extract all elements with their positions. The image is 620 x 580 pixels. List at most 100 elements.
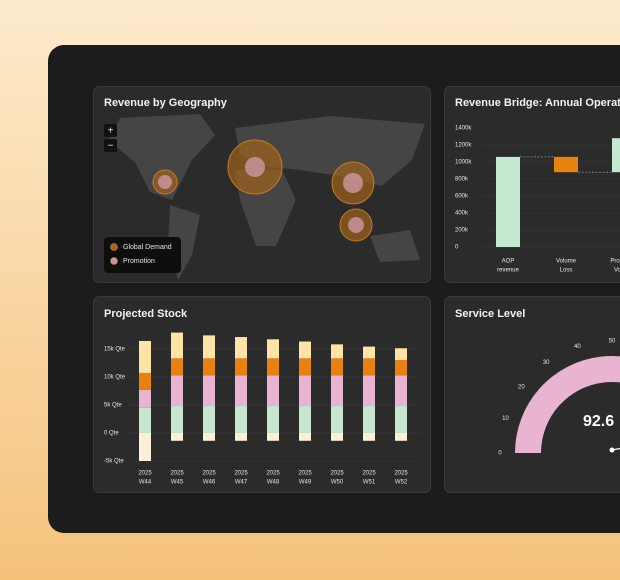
x-tick-label: Volume	[614, 268, 620, 274]
legend-swatch	[110, 243, 118, 251]
panel-title: Revenue by Geography	[104, 97, 228, 109]
legend-label: Global Demand	[123, 244, 172, 251]
bar-segment	[203, 432, 215, 441]
bar-segment	[395, 348, 407, 361]
bar-segment	[267, 339, 279, 359]
legend-label: Promotion	[123, 258, 155, 265]
continent	[370, 230, 420, 262]
x-tick-label: W44	[139, 480, 152, 486]
bar-segment	[235, 375, 247, 407]
x-tick-label: W45	[171, 480, 184, 486]
bar-segment	[267, 375, 279, 407]
y-tick-label: 10k Qte	[104, 374, 126, 380]
bar-segment	[395, 432, 407, 441]
bar-segment	[395, 406, 407, 433]
bar-segment	[267, 432, 279, 441]
bar-segment	[363, 432, 375, 441]
zoom-out-label: −	[108, 141, 114, 152]
continent	[235, 116, 425, 186]
gauge-value-arc	[515, 356, 620, 453]
bar	[554, 156, 578, 173]
bar-segment	[171, 432, 183, 441]
bar-segment	[139, 432, 151, 461]
gauge-pivot	[609, 447, 615, 453]
gauge-tick-label: 10	[502, 416, 509, 422]
bar-segment	[203, 406, 215, 433]
bar-segment	[331, 375, 343, 407]
x-tick-label: W49	[299, 480, 312, 486]
bar-segment	[331, 344, 343, 359]
gauge-tick-label: 50	[609, 339, 616, 345]
zoom-in-button[interactable]	[104, 124, 117, 137]
gauge-value: 92.6	[583, 413, 614, 430]
x-tick-label: Promotion	[610, 259, 620, 265]
panel	[444, 296, 620, 493]
y-tick-label: 15k Qte	[104, 346, 126, 352]
bar-segment	[331, 432, 343, 441]
legend-entries: Global Demand Promotion	[110, 243, 172, 265]
y-tick-label: 0	[455, 245, 459, 251]
gauge-tick-label: 30	[543, 360, 550, 366]
x-tick-label: 2025	[138, 471, 152, 477]
bar-segment	[203, 335, 215, 359]
x-tick-label: Volume	[556, 259, 577, 265]
y-tick-label: 800k	[455, 177, 469, 183]
panel-title: Revenue Bridge: Annual Operations	[455, 97, 620, 109]
x-tick-label: W46	[203, 480, 216, 486]
bar-segment	[267, 358, 279, 376]
panel	[444, 86, 620, 283]
y-tick-label: 1000k	[455, 160, 472, 166]
legend-swatch	[110, 257, 118, 265]
bar-segment	[363, 358, 375, 376]
y-tick-label: 200k	[455, 228, 469, 234]
bar-segment	[171, 375, 183, 407]
bar-segment	[331, 358, 343, 376]
zoom-out-button[interactable]	[104, 139, 117, 152]
bar-segment	[139, 389, 151, 408]
x-tick-label: 2025	[298, 471, 312, 477]
promotion-bubble	[348, 217, 364, 233]
bar-segment	[235, 406, 247, 433]
map-legend	[104, 237, 181, 273]
x-tick-label: revenue	[497, 268, 519, 274]
x-tick-label: W50	[331, 480, 344, 486]
bar-segment	[235, 432, 247, 441]
x-tick-label: Loss	[560, 268, 573, 274]
x-tick-label: 2025	[234, 471, 248, 477]
bar-segment	[171, 332, 183, 359]
bar-segment	[363, 346, 375, 359]
y-tick-label: 600k	[455, 194, 469, 200]
gauge-tick-label: 40	[574, 344, 581, 350]
x-tick-label: W48	[267, 480, 280, 486]
x-tick-label: AOP	[502, 259, 515, 265]
y-tick-label: 0 Qte	[104, 431, 119, 437]
bar-segment	[299, 341, 311, 359]
bar-segment	[363, 375, 375, 407]
y-tick-label: 1400k	[455, 126, 472, 132]
bar-segment	[203, 375, 215, 407]
bar-segment	[139, 407, 151, 433]
y-tick-label: 400k	[455, 211, 469, 217]
panel-title: Service Level	[455, 308, 525, 320]
bar-segment	[139, 340, 151, 373]
bar-segment	[299, 358, 311, 376]
y-tick-label: 1200k	[455, 143, 472, 149]
x-tick-label: 2025	[202, 471, 216, 477]
promotion-bubble	[158, 175, 172, 189]
y-tick-label: 5k Qte	[104, 402, 122, 408]
bar-segment	[395, 375, 407, 407]
panel-title: Projected Stock	[104, 308, 188, 320]
gauge-tick-label: 20	[518, 385, 525, 391]
x-tick-label: 2025	[394, 471, 408, 477]
bar-segment	[331, 406, 343, 433]
x-tick-label: 2025	[170, 471, 184, 477]
x-tick-label: 2025	[330, 471, 344, 477]
y-tick-label: -5k Qte	[104, 459, 124, 465]
x-tick-label: W47	[235, 480, 248, 486]
bar-segment	[171, 406, 183, 433]
promotion-bubble	[343, 173, 363, 193]
bar-segment	[299, 406, 311, 433]
bar-segment	[299, 375, 311, 407]
